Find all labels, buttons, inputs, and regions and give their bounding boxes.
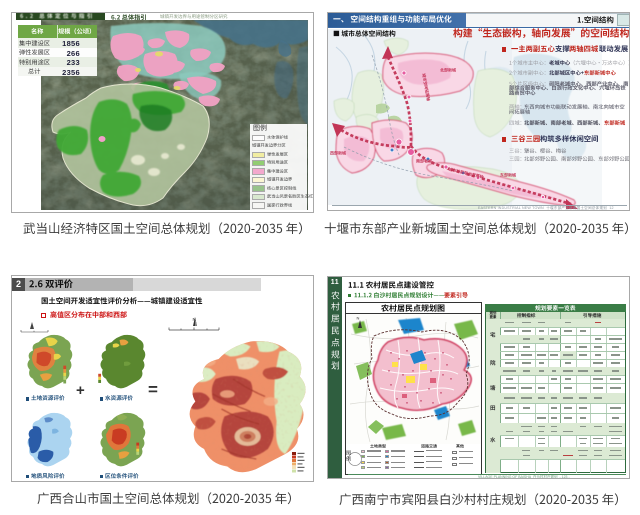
svg-text:N: N [357,316,360,321]
svg-text:N: N [193,317,196,322]
